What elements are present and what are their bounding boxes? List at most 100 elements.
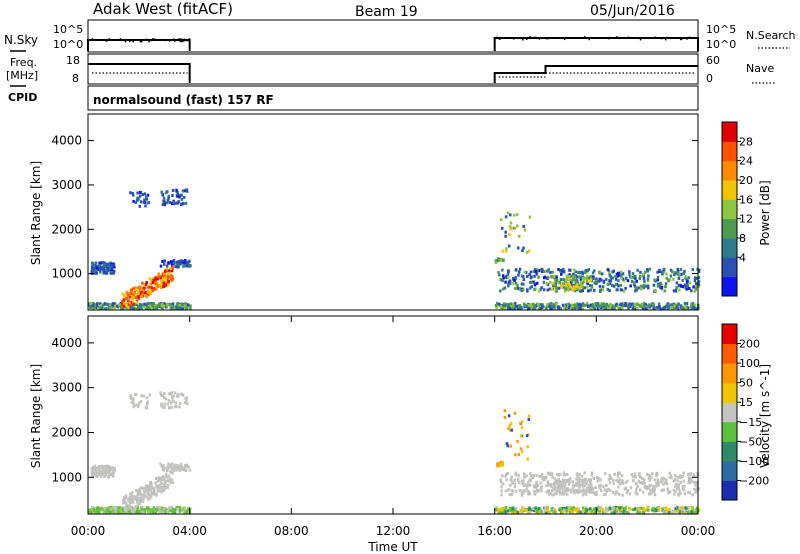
scatter-cell xyxy=(564,289,567,293)
scatter-cell xyxy=(517,473,520,477)
scatter-cell xyxy=(547,268,550,272)
scatter-cell xyxy=(604,471,607,475)
scatter-cell xyxy=(148,307,152,311)
scatter-cell xyxy=(671,270,674,274)
scatter-cell xyxy=(639,274,642,278)
scatter-cell xyxy=(501,482,505,486)
scatter-cell xyxy=(535,480,538,484)
scatter-cell xyxy=(642,490,645,494)
scatter-cell xyxy=(156,479,160,483)
scatter-cell xyxy=(572,307,575,311)
scatter-cell xyxy=(110,264,114,268)
scatter-cell xyxy=(148,487,152,491)
scatter-cell xyxy=(506,444,509,448)
scatter-cell xyxy=(509,227,513,231)
nsky-sample xyxy=(512,37,514,39)
scatter-cell xyxy=(652,490,656,494)
scatter-cell xyxy=(108,266,112,270)
scatter-cell xyxy=(667,511,671,515)
scatter-cell xyxy=(601,508,605,512)
scatter-cell xyxy=(546,471,550,475)
scatter-cell xyxy=(565,285,568,289)
scatter-cell xyxy=(638,511,641,515)
scatter-cell xyxy=(556,485,559,489)
scatter-cell xyxy=(170,509,174,513)
scatter-cell xyxy=(145,197,149,201)
scatter-cell xyxy=(103,264,106,268)
nsky-sample xyxy=(159,39,162,41)
scatter-cell xyxy=(690,476,693,480)
scatter-cell xyxy=(108,472,111,476)
scatter-cell xyxy=(143,488,146,492)
scatter-cell xyxy=(655,474,658,478)
scatter-cell xyxy=(122,496,126,500)
scatter-cell xyxy=(572,285,576,289)
scatter-cell xyxy=(132,199,135,203)
scatter-cell xyxy=(526,274,529,278)
scatter-cell xyxy=(508,225,512,229)
scatter-cell xyxy=(97,507,101,511)
scatter-cell xyxy=(143,198,146,202)
scatter-cell xyxy=(91,301,95,305)
scatter-cell xyxy=(175,201,178,205)
scatter-cell xyxy=(127,293,130,297)
scatter-cell xyxy=(92,508,96,512)
scatter-cell xyxy=(129,290,133,294)
scatter-cell xyxy=(518,304,521,308)
scatter-cell xyxy=(584,506,588,510)
scatter-cell xyxy=(128,495,131,499)
scatter-cell xyxy=(526,457,529,461)
scatter-cell xyxy=(516,477,520,481)
scatter-cell xyxy=(598,279,601,283)
scatter-cell xyxy=(558,472,562,476)
scatter-cell xyxy=(525,474,528,478)
scatter-cell xyxy=(500,226,504,230)
nsky-sample xyxy=(688,36,691,39)
scatter-cell xyxy=(495,306,498,310)
nsky-sample xyxy=(654,36,657,39)
scatter-cell xyxy=(644,302,648,306)
scatter-cell xyxy=(95,266,99,270)
scatter-cell xyxy=(581,277,585,281)
scatter-cell xyxy=(581,489,585,493)
scatter-cell xyxy=(165,283,169,287)
scatter-cell xyxy=(668,490,672,494)
scatter-cell xyxy=(562,473,566,477)
scatter-cell xyxy=(148,489,151,493)
scatter-cell xyxy=(654,288,657,292)
scatter-cell xyxy=(678,506,681,510)
scatter-cell xyxy=(517,270,521,274)
scatter-cell xyxy=(164,303,168,307)
scatter-cell xyxy=(562,277,565,281)
scatter-cell xyxy=(494,260,498,264)
freq-segment xyxy=(88,63,191,83)
scatter-cell xyxy=(502,302,506,306)
scatter-cell xyxy=(665,272,668,276)
scatter-cell xyxy=(518,267,522,271)
scatter-cell xyxy=(616,479,620,483)
scatter-cell xyxy=(146,306,149,310)
scatter-cell xyxy=(172,200,175,204)
scatter-cell xyxy=(103,307,107,311)
scatter-cell xyxy=(506,211,510,215)
scatter-cell xyxy=(592,275,595,279)
scatter-cell xyxy=(674,288,678,292)
scatter-cell xyxy=(543,511,546,515)
scatter-cell xyxy=(693,279,697,283)
scatter-cell xyxy=(131,397,135,401)
scatter-cell xyxy=(564,287,567,291)
scatter-cell xyxy=(149,278,153,282)
nsky-sample xyxy=(660,37,663,40)
colorbar-tick-label: −100 xyxy=(739,455,769,468)
scatter-cell xyxy=(588,491,592,495)
scatter-cell xyxy=(584,493,588,497)
scatter-cell xyxy=(557,473,560,477)
scatter-cell xyxy=(543,478,546,482)
scatter-cell xyxy=(144,495,147,499)
scatter-cell xyxy=(613,492,617,496)
scatter-cell xyxy=(167,269,171,273)
scatter-cell xyxy=(652,485,656,489)
scatter-cell xyxy=(646,277,650,281)
scatter-cell xyxy=(631,475,635,479)
